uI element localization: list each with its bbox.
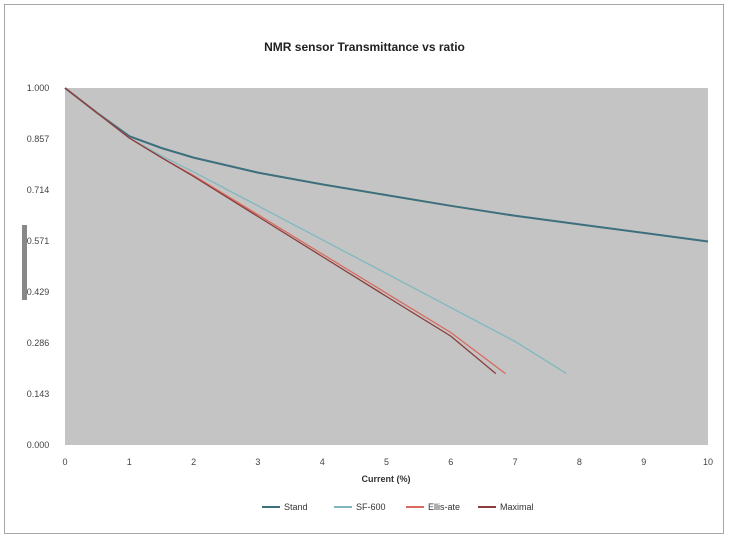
x-tick-label: 3 (255, 457, 260, 467)
y-tick-label: 0.857 (27, 134, 50, 144)
series-line-stand (64, 87, 709, 243)
y-tick-label: 0.000 (27, 440, 50, 450)
series-line-maximal (64, 87, 497, 375)
x-tick-label: 7 (513, 457, 518, 467)
y-tick-label: 1.000 (27, 83, 50, 93)
x-tick-label: 2 (191, 457, 196, 467)
x-tick-label: 4 (320, 457, 325, 467)
series-lines (64, 87, 709, 375)
y-tick-label: 0.143 (27, 389, 50, 399)
x-axis-label: Current (%) (362, 474, 411, 484)
x-tick-label: 6 (448, 457, 453, 467)
legend: Stand SF-600 Ellis-ate Maximal (262, 502, 534, 512)
y-tick-label: 0.429 (27, 287, 50, 297)
y-tick-label: 0.714 (27, 185, 50, 195)
x-tick-label: 9 (641, 457, 646, 467)
x-tick-label: 0 (62, 457, 67, 467)
y-tick-label: 0.286 (27, 338, 50, 348)
y-tick-label: 0.571 (27, 236, 50, 246)
legend-label: Ellis-ate (428, 502, 460, 512)
legend-label: Maximal (500, 502, 534, 512)
y-axis-label-marker (22, 225, 27, 300)
x-tick-label: 8 (577, 457, 582, 467)
plot-area (65, 88, 708, 445)
legend-label: Stand (284, 502, 308, 512)
y-axis-ticks: 1.000 0.857 0.714 0.571 0.429 0.286 0.143 0.000 (27, 83, 50, 450)
legend-label: SF-600 (356, 502, 386, 512)
x-tick-label: 5 (384, 457, 389, 467)
x-tick-label: 10 (703, 457, 713, 467)
x-tick-label: 1 (127, 457, 132, 467)
x-axis-ticks: 0 1 2 3 4 5 6 7 8 9 10 (62, 457, 713, 467)
chart-title: NMR sensor Transmittance vs ratio (264, 40, 465, 54)
